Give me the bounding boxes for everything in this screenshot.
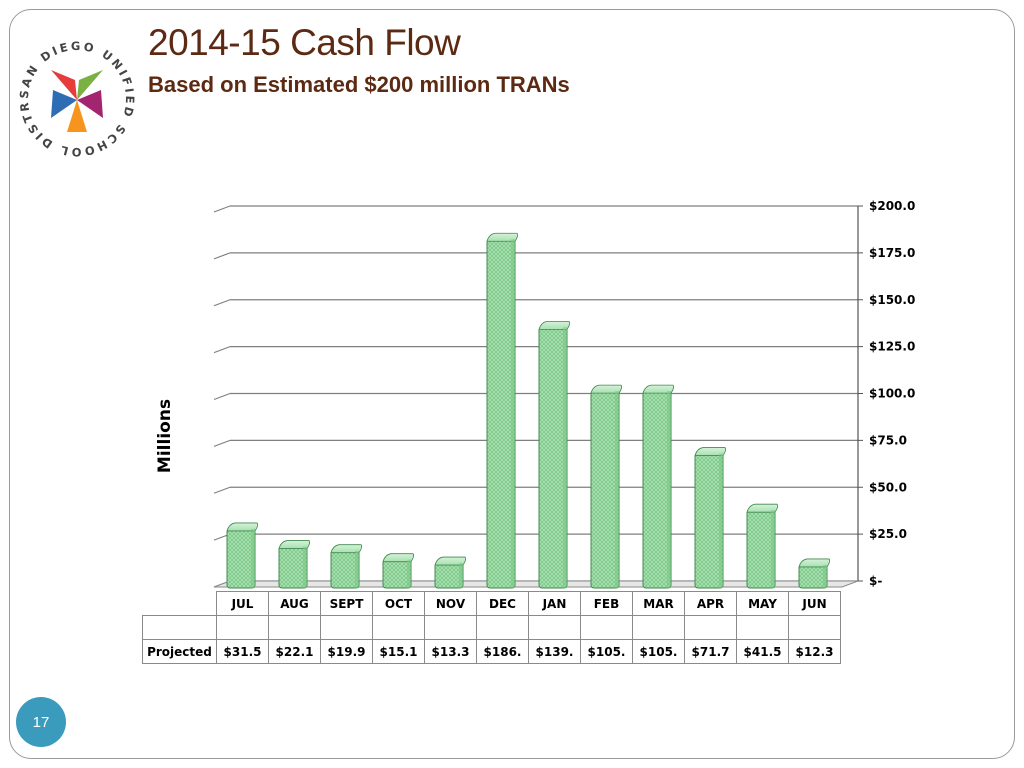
logo-star-icon xyxy=(51,70,103,132)
logo-petal-orange xyxy=(67,100,87,132)
page-number: 17 xyxy=(16,697,66,747)
data-label: $22.1 xyxy=(268,639,321,664)
bar-dec xyxy=(486,232,519,589)
logo-petal-purple xyxy=(77,90,103,118)
data-label: $105. xyxy=(632,639,685,664)
table-spacer-cell xyxy=(736,615,789,640)
gridline-depth xyxy=(213,392,231,401)
gridline-depth xyxy=(213,346,231,354)
bar-apr xyxy=(694,447,727,589)
bar-may xyxy=(746,503,779,589)
x-tick-label: JUL xyxy=(216,591,269,616)
table-spacer-cell xyxy=(476,615,529,640)
series-name-cell: Projected xyxy=(142,639,217,664)
x-tick-label: DEC xyxy=(476,591,529,616)
x-tick-label: OCT xyxy=(372,591,425,616)
data-label: $12.3 xyxy=(788,639,841,664)
data-label: $19.9 xyxy=(320,639,373,664)
data-table: JUL AUG SEPT OCT NOV DEC JAN FEB MAR APR MAY JUN Pro… xyxy=(142,591,841,664)
logo-petal-red xyxy=(51,70,77,100)
y-tick-label: $125.0 xyxy=(869,340,915,354)
bar-aug xyxy=(278,540,311,589)
bar-nov xyxy=(434,556,467,589)
data-label: $105. xyxy=(580,639,633,664)
data-label: $41.5 xyxy=(736,639,789,664)
x-tick-label: JUN xyxy=(788,591,841,616)
x-tick-label: MAR xyxy=(632,591,685,616)
table-spacer-cell xyxy=(684,615,737,640)
table-corner-cell xyxy=(142,591,217,616)
y-axis-label: Millions xyxy=(155,399,175,473)
y-tick-label: $150.0 xyxy=(869,293,915,307)
data-label: $139. xyxy=(528,639,581,664)
y-tick-label: $25.0 xyxy=(869,527,907,541)
y-tick-label: $200.0 xyxy=(869,199,915,213)
table-spacer-cell xyxy=(372,615,425,640)
gridline-depth xyxy=(213,299,231,307)
data-label: $31.5 xyxy=(216,639,269,664)
y-tick-label: $50.0 xyxy=(869,480,907,494)
logo-petal-blue xyxy=(51,90,77,118)
page-title: 2014-15 Cash Flow xyxy=(148,22,461,63)
table-spacer-cell xyxy=(424,615,477,640)
bar-jun xyxy=(798,558,831,589)
data-label: $71.7 xyxy=(684,639,737,664)
table-spacer-cell xyxy=(320,615,373,640)
y-tick-label: $- xyxy=(869,574,882,588)
school-district-logo: SAN DIEGO UNIFIED SCHOOL DISTRICT xyxy=(12,34,135,159)
table-spacer-cell xyxy=(632,615,685,640)
bar-oct xyxy=(382,553,415,589)
y-tick-label: $75.0 xyxy=(869,433,907,447)
bar-sept xyxy=(330,544,363,589)
gridline-depth xyxy=(213,439,231,447)
data-label: $186. xyxy=(476,639,529,664)
gridline-depth xyxy=(213,205,231,213)
data-label: $15.1 xyxy=(372,639,425,664)
x-tick-label: JAN xyxy=(528,591,581,616)
bar-jul xyxy=(226,522,259,589)
gridline-depth xyxy=(213,486,231,494)
x-tick-label: NOV xyxy=(424,591,477,616)
bar-jan xyxy=(538,320,571,589)
table-spacer-cell xyxy=(788,615,841,640)
gridline-depth xyxy=(213,252,231,260)
x-tick-label: AUG xyxy=(268,591,321,616)
x-tick-label: APR xyxy=(684,591,737,616)
y-tick-label: $175.0 xyxy=(869,246,915,260)
page-subtitle: Based on Estimated $200 million TRANs xyxy=(148,72,570,97)
table-spacer-cell xyxy=(268,615,321,640)
bar-feb xyxy=(590,384,623,589)
table-spacer-cell xyxy=(216,615,269,640)
bar-mar xyxy=(642,384,675,589)
logo-petal-green xyxy=(77,70,103,100)
x-tick-label: MAY xyxy=(736,591,789,616)
x-tick-label: FEB xyxy=(580,591,633,616)
table-spacer-cell xyxy=(580,615,633,640)
table-spacer-cell xyxy=(142,615,217,640)
y-tick-label: $100.0 xyxy=(869,387,915,401)
data-label: $13.3 xyxy=(424,639,477,664)
table-spacer-cell xyxy=(528,615,581,640)
x-tick-label: SEPT xyxy=(320,591,373,616)
